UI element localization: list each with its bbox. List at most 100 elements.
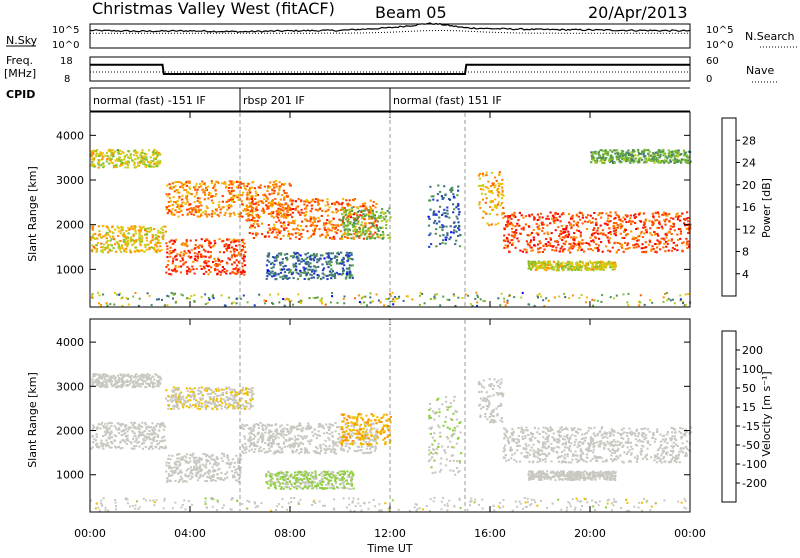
scatter-cell [366, 236, 368, 238]
scatter-cell [94, 375, 96, 377]
scatter-cell [532, 265, 534, 267]
scatter-cell [305, 220, 307, 222]
scatter-cell [654, 234, 656, 236]
scatter-cell [487, 181, 489, 183]
scatter-cell [114, 229, 116, 231]
scatter-cell [665, 241, 667, 243]
scatter-cell [171, 269, 173, 271]
scatter-cell [501, 187, 503, 189]
scatter-cell [102, 156, 104, 158]
scatter-cell [637, 149, 639, 151]
scatter-cell [351, 254, 353, 256]
scatter-cell [544, 263, 546, 265]
scatter-cell [565, 229, 567, 231]
scatter-cell [609, 211, 611, 213]
scatter-cell [176, 253, 178, 255]
scatter-cell [211, 215, 213, 217]
scatter-cell [229, 180, 231, 182]
scatter-cell [119, 157, 121, 159]
scatter-cell [565, 241, 567, 243]
scatter-cell [341, 259, 343, 261]
scatter-cell [173, 214, 175, 216]
scatter-cell [118, 243, 120, 245]
ground-scatter-cell [180, 294, 182, 296]
scatter-cell [205, 459, 207, 461]
scatter-cell [101, 378, 103, 380]
scatter-cell [453, 229, 455, 231]
scatter-cell [180, 472, 182, 474]
scatter-cell [550, 212, 552, 214]
scatter-cell [559, 220, 561, 222]
ground-scatter-cell [290, 300, 292, 302]
scatter-cell [314, 225, 316, 227]
scatter-cell [148, 165, 150, 167]
scatter-cell [317, 221, 319, 223]
scatter-cell [337, 252, 339, 254]
scatter-cell [606, 154, 608, 156]
scatter-cell [133, 422, 135, 424]
scatter-cell [579, 212, 581, 214]
scatter-cell [148, 149, 150, 151]
scatter-cell [213, 459, 215, 461]
nsky-label: N.Sky [6, 34, 38, 47]
scatter-cell [637, 161, 639, 163]
scatter-cell [100, 250, 102, 252]
scatter-cell [645, 161, 647, 163]
scatter-cell [194, 258, 196, 260]
scatter-cell [158, 448, 160, 450]
scatter-cell [454, 243, 456, 245]
scatter-cell [594, 266, 596, 268]
scatter-cell [279, 264, 281, 266]
scatter-cell [428, 200, 430, 202]
scatter-cell [565, 227, 567, 229]
scatter-cell [362, 213, 364, 215]
scatter-cell [541, 222, 543, 224]
scatter-cell [240, 183, 242, 185]
scatter-cell [148, 378, 150, 380]
scatter-cell [132, 239, 134, 241]
scatter-cell [550, 239, 552, 241]
scatter-cell [190, 269, 192, 271]
scatter-cell [150, 165, 152, 167]
scatter-cell [264, 186, 266, 188]
scatter-cell [538, 225, 540, 227]
scatter-cell [215, 190, 217, 192]
scatter-cell [238, 194, 240, 196]
scatter-cell [537, 214, 539, 216]
ground-scatter-cell [172, 298, 174, 300]
scatter-cell [333, 227, 335, 229]
scatter-cell [280, 222, 282, 224]
scatter-cell [205, 408, 207, 410]
scatter-cell [254, 227, 256, 229]
scatter-cell [159, 440, 161, 442]
scatter-cell [269, 228, 271, 230]
scatter-cell [167, 264, 169, 266]
scatter-cell [450, 225, 452, 227]
scatter-cell [105, 242, 107, 244]
scatter-cell [374, 237, 376, 239]
scatter-cell [188, 474, 190, 476]
scatter-cell [613, 262, 615, 264]
scatter-cell [486, 172, 488, 174]
ground-scatter-cell [99, 294, 101, 296]
scatter-cell [101, 442, 103, 444]
ground-scatter-cell [442, 296, 444, 298]
power-colorbar-label: 16 [742, 201, 756, 214]
scatter-cell [272, 184, 274, 186]
scatter-cell [451, 189, 453, 191]
scatter-cell [139, 226, 141, 228]
scatter-cell [162, 232, 164, 234]
scatter-cell [286, 257, 288, 259]
scatter-cell [432, 199, 434, 201]
scatter-cell [141, 152, 143, 154]
scatter-cell [522, 217, 524, 219]
scatter-cell [107, 245, 109, 247]
scatter-cell [679, 220, 681, 222]
freq-tick-bottom: 8 [64, 74, 70, 85]
scatter-cell [135, 373, 137, 375]
scatter-cell [165, 231, 167, 233]
scatter-cell [293, 256, 295, 258]
scatter-cell [568, 234, 570, 236]
scatter-cell [155, 242, 157, 244]
ground-scatter-cell [344, 296, 346, 298]
